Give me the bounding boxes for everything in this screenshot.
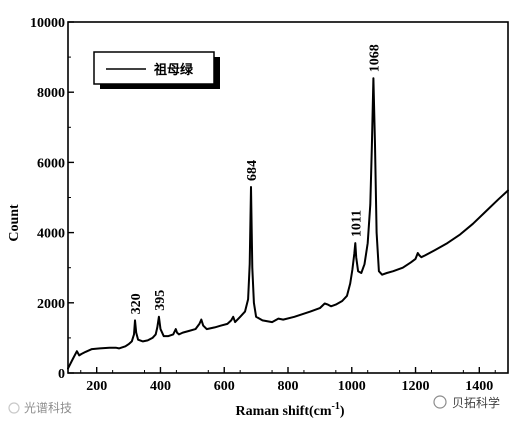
legend-entry-label: 祖母绿	[153, 62, 194, 77]
y-tick-label-10000: 10000	[30, 16, 65, 31]
y-tick-label-2000: 2000	[37, 297, 65, 312]
peak-label-1068: 1068	[367, 44, 382, 72]
series-layer	[67, 77, 509, 370]
watermark-left-icon	[8, 402, 20, 414]
watermark-right: 贝拓科学	[433, 395, 500, 410]
x-tick-label-1000: 1000	[338, 379, 366, 394]
x-tick-label-400: 400	[150, 379, 171, 394]
series-line-0	[67, 77, 509, 370]
watermark-right-text: 贝拓科学	[452, 395, 500, 410]
axis-ticks: 200 400 600 800 1000 1200 1400 0 2000 4000 6000 800…	[30, 16, 496, 394]
legend-box	[93, 51, 215, 85]
x-tick-label-600: 600	[214, 379, 235, 394]
x-tick-label-1400: 1400	[465, 379, 493, 394]
y-axis-title: Count	[7, 204, 22, 242]
x-axis-title: Raman shift(cm-1)	[235, 401, 344, 419]
y-tick-label-0: 0	[58, 367, 65, 382]
peak-annotations: 320 395 684 1011 1068	[129, 44, 382, 314]
peak-label-395: 395	[153, 290, 168, 311]
y-tick-label-4000: 4000	[37, 227, 65, 242]
y-tick-label-6000: 6000	[37, 156, 65, 171]
x-tick-label-800: 800	[278, 379, 299, 394]
peak-label-320: 320	[129, 293, 144, 314]
y-tick-label-8000: 8000	[37, 86, 65, 101]
x-axis-title-sup: -1	[332, 401, 340, 412]
x-axis-title-main: Raman shift(cm	[235, 404, 331, 419]
x-tick-label-1200: 1200	[402, 379, 430, 394]
peak-label-684: 684	[245, 160, 260, 181]
x-axis-title-close: )	[340, 404, 345, 419]
x-tick-label-200: 200	[86, 379, 107, 394]
watermark-left: 光谱科技	[8, 401, 72, 415]
peak-label-1011: 1011	[349, 210, 364, 237]
watermark-right-icon	[433, 395, 447, 409]
watermark-left-text: 光谱科技	[24, 401, 72, 415]
legend: 祖母绿	[93, 51, 220, 89]
